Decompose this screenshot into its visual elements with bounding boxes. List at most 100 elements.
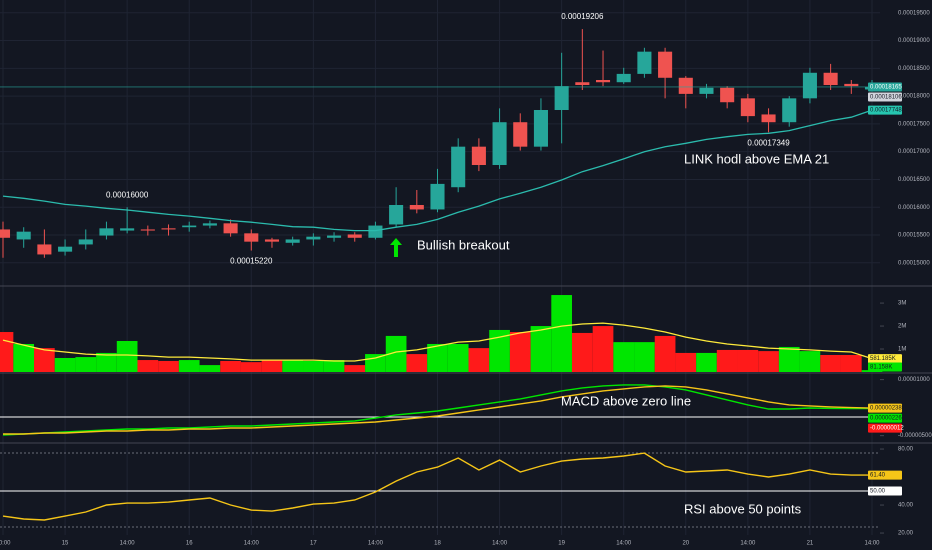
x-tick-label: 19 — [558, 541, 565, 547]
volume-bar — [220, 360, 241, 372]
candle-body — [492, 122, 507, 165]
candle-body — [16, 231, 31, 240]
volume-bar — [34, 348, 55, 372]
axis-marker — [868, 403, 902, 413]
candle-body — [761, 114, 776, 123]
volume-bar — [0, 332, 14, 372]
axis-marker-label: 50.00 — [870, 489, 886, 495]
candle-body — [58, 246, 73, 252]
x-tick-label: 20 — [682, 541, 689, 547]
price-label: 0.00019206 — [561, 12, 604, 21]
volume-bar — [323, 360, 345, 372]
candle-body — [678, 77, 693, 94]
price-label: 0.00017349 — [747, 138, 790, 147]
x-tick-label: 14:00 — [244, 541, 260, 547]
y-tick-label: 0.00016500 — [898, 177, 930, 183]
volume-bar — [634, 342, 655, 372]
volume-bar — [158, 360, 179, 372]
x-tick-label: 14:00 — [120, 541, 136, 547]
axis-marker-label: 0.00018165 — [870, 85, 902, 91]
candle-body — [140, 229, 155, 231]
y-tick-label: 0.00017000 — [898, 149, 930, 155]
candle-body — [637, 51, 652, 74]
volume-bar — [551, 295, 572, 372]
y-tick-label: 40.00 — [898, 503, 914, 509]
candle-body — [513, 122, 528, 147]
x-tick-label: 14:00 — [616, 541, 632, 547]
candle-body — [782, 98, 797, 123]
y-tick-label: 0.00001000 — [898, 377, 930, 383]
axis-marker-label: 0.00000226 — [870, 416, 902, 422]
candle-body — [699, 87, 714, 94]
volume-bar — [489, 329, 510, 372]
series-line — [2, 384, 872, 436]
volume-bar — [447, 343, 469, 372]
candle-body — [78, 239, 93, 245]
series-line — [2, 452, 872, 521]
candle-body — [533, 110, 548, 147]
volume-bar — [571, 332, 593, 372]
volume-bar — [365, 354, 386, 372]
volume-bar — [820, 355, 841, 372]
plot: 0.00016000 0.00015220 0.00019206 0.00017349 — [0, 12, 883, 521]
volume-bar — [199, 365, 221, 372]
volume-bar — [737, 349, 759, 372]
candle-body — [409, 205, 424, 210]
candle-body — [161, 228, 176, 230]
x-tick-label: 14:00 — [740, 541, 756, 547]
volume-bar — [509, 332, 531, 372]
x-tick-label: 17 — [310, 541, 317, 547]
candle-body — [575, 82, 590, 85]
x-tick-label: 18 — [434, 541, 441, 547]
volume-bar — [385, 335, 407, 372]
x-tick-label: 14:00 — [492, 541, 508, 547]
axis-marker — [868, 413, 902, 423]
annotation: RSI above 50 points — [684, 501, 802, 516]
x-tick-label: 00:00 — [0, 541, 11, 547]
volume-bar — [96, 352, 117, 372]
candle-body — [595, 80, 611, 83]
breakout-arrow — [390, 238, 402, 257]
x-tick-label: 21 — [807, 541, 814, 547]
candle-body — [223, 223, 238, 234]
axis-marker-label: 0.00000238 — [870, 406, 902, 412]
x-tick-label: 16 — [186, 541, 193, 547]
volume-bar — [799, 351, 821, 372]
annotation: Bullish breakout — [417, 237, 510, 252]
y-tick-label: 1M — [898, 347, 906, 353]
volume-bar — [406, 354, 428, 372]
y-tick-label: 0.00017500 — [898, 121, 930, 127]
volume-bar — [427, 343, 448, 372]
volume-bar — [840, 355, 862, 372]
annotation: LINK hodl above EMA 21 — [684, 151, 829, 166]
x-tick-label: 15 — [62, 541, 69, 547]
x-tick-label: 14:00 — [864, 541, 880, 547]
volume-bar — [613, 342, 635, 372]
volume-bar — [178, 360, 200, 372]
y-tick-label: 0.00018000 — [898, 94, 930, 100]
volume-bar — [344, 365, 366, 372]
candle-body — [389, 205, 404, 225]
volume-bar — [282, 360, 304, 372]
candle-body — [430, 183, 445, 210]
axis-marker — [868, 92, 902, 102]
annotation: MACD above zero line — [561, 393, 691, 408]
candle-body — [244, 233, 259, 242]
volume-bar — [696, 352, 717, 372]
axis-marker-label: 0.00018106 — [870, 95, 902, 101]
y-tick-label: 0.00019500 — [898, 10, 930, 16]
axis-marker — [868, 362, 902, 372]
y-tick-label: 0.00015000 — [898, 260, 930, 266]
candle-body — [306, 236, 321, 240]
candle-body — [451, 146, 466, 188]
candle-body — [120, 228, 135, 231]
candle-body — [285, 239, 300, 243]
volume-bar — [303, 360, 324, 372]
axis-marker-label: 61.40 — [870, 473, 886, 479]
volume-bar — [468, 348, 490, 372]
candle-body — [823, 72, 838, 85]
y-tick-label: 0.00018500 — [898, 66, 930, 72]
